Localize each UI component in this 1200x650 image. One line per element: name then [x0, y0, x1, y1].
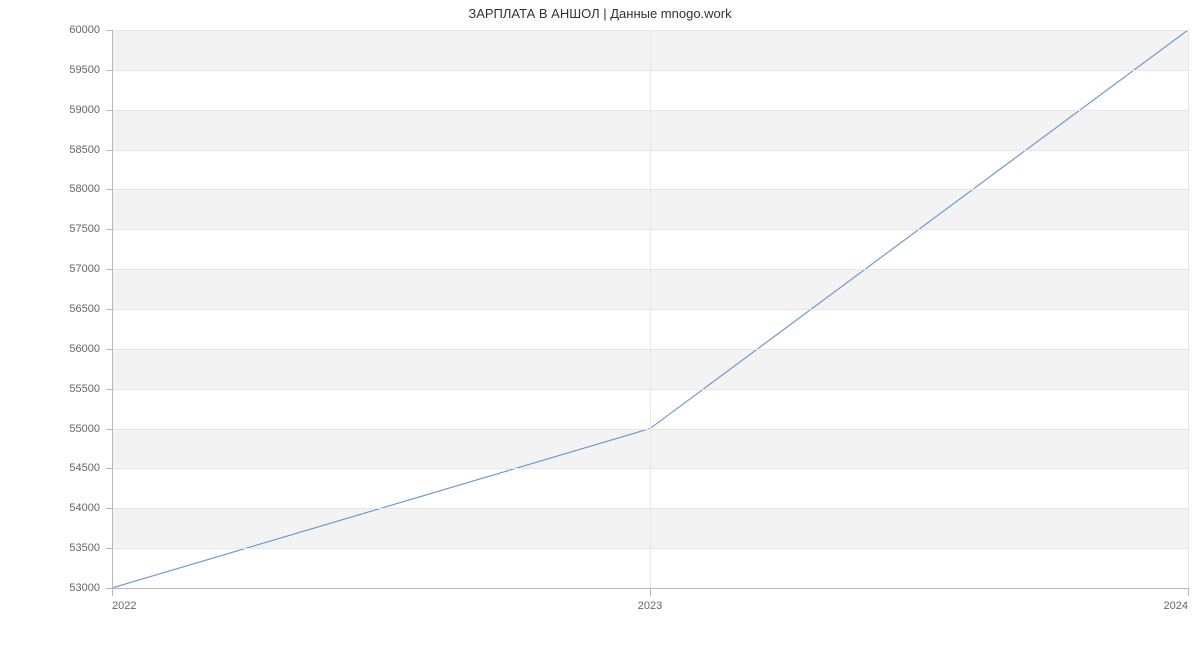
y-tick — [106, 389, 112, 390]
x-tick-label: 2023 — [638, 600, 662, 612]
x-tick — [112, 588, 113, 596]
y-tick — [106, 429, 112, 430]
y-tick — [106, 189, 112, 190]
y-tick-label: 54500 — [0, 462, 100, 474]
y-tick-label: 54000 — [0, 502, 100, 514]
v-gridline — [1188, 30, 1189, 588]
y-tick — [106, 508, 112, 509]
y-tick — [106, 150, 112, 151]
x-tick-label: 2022 — [112, 600, 136, 612]
y-tick-label: 57000 — [0, 263, 100, 275]
y-tick — [106, 309, 112, 310]
y-tick — [106, 30, 112, 31]
y-tick-label: 59500 — [0, 64, 100, 76]
y-tick-label: 53500 — [0, 542, 100, 554]
v-gridline — [650, 30, 651, 588]
y-tick — [106, 110, 112, 111]
y-tick — [106, 548, 112, 549]
y-tick-label: 57500 — [0, 223, 100, 235]
y-tick-label: 56000 — [0, 343, 100, 355]
y-tick-label: 58000 — [0, 183, 100, 195]
y-tick — [106, 349, 112, 350]
y-tick — [106, 269, 112, 270]
x-tick — [650, 588, 651, 596]
y-tick-label: 56500 — [0, 303, 100, 315]
y-tick-label: 60000 — [0, 24, 100, 36]
x-tick — [1188, 588, 1189, 596]
y-tick — [106, 468, 112, 469]
y-tick — [106, 70, 112, 71]
chart-title: ЗАРПЛАТА В АНШОЛ | Данные mnogo.work — [0, 6, 1200, 21]
y-tick-label: 59000 — [0, 104, 100, 116]
y-axis-line — [112, 30, 113, 588]
y-tick-label: 53000 — [0, 582, 100, 594]
plot-area — [112, 30, 1188, 588]
y-tick-label: 55000 — [0, 423, 100, 435]
y-tick — [106, 229, 112, 230]
salary-line-chart: ЗАРПЛАТА В АНШОЛ | Данные mnogo.work 530… — [0, 0, 1200, 650]
y-tick-label: 55500 — [0, 383, 100, 395]
y-tick-label: 58500 — [0, 144, 100, 156]
x-tick-label: 2024 — [1164, 600, 1188, 612]
